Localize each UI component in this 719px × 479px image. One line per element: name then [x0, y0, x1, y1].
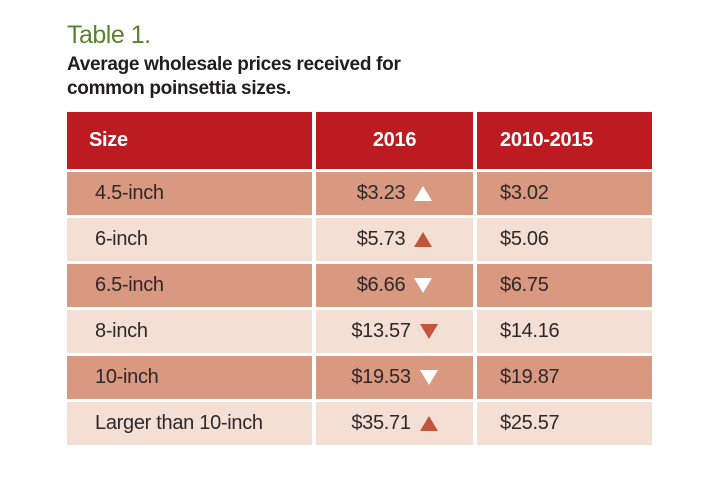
column-header-2010-2015: 2010-2015 [477, 112, 652, 169]
subtitle-line-2: common poinsettia sizes. [67, 78, 292, 99]
trend-up-icon [414, 232, 433, 247]
trend-up-icon [419, 416, 438, 431]
price-2016-cell: $3.23 [316, 172, 473, 215]
size-cell: Larger than 10-inch [67, 402, 312, 445]
table-row: 6-inch $5.73 $5.06 [67, 218, 652, 261]
price-2010-2015-cell: $19.87 [477, 356, 652, 399]
price-2016-cell: $19.53 [316, 356, 473, 399]
price-2016-value: $3.23 [356, 182, 406, 204]
price-2016-cell: $35.71 [316, 402, 473, 445]
price-2010-2015-cell: $3.02 [477, 172, 652, 215]
size-cell: 4.5-inch [67, 172, 312, 215]
trend-up-icon [414, 186, 433, 201]
size-cell: 10-inch [67, 356, 312, 399]
page-title: Table 1. [67, 21, 151, 49]
table-row: 10-inch $19.53 $19.87 [67, 356, 652, 399]
price-2016-value: $19.53 [351, 366, 411, 388]
price-2016-value: $13.57 [351, 320, 411, 342]
trend-down-icon [419, 370, 438, 385]
price-2010-2015-cell: $14.16 [477, 310, 652, 353]
subtitle-line-1: Average wholesale prices received for [67, 54, 401, 75]
table-header-row: Size 2016 2010-2015 [67, 112, 652, 169]
price-2016-cell: $6.66 [316, 264, 473, 307]
trend-down-icon [419, 324, 438, 339]
price-2016-value: $5.73 [356, 228, 406, 250]
price-2016-value: $6.66 [356, 274, 406, 296]
table-row: 6.5-inch $6.66 $6.75 [67, 264, 652, 307]
price-2016-cell: $13.57 [316, 310, 473, 353]
table-subtitle: Average wholesale prices received for com… [67, 53, 652, 101]
table-row: 8-inch $13.57 $14.16 [67, 310, 652, 353]
prices-table: Size 2016 2010-2015 4.5-inch $3.23 $3.02… [67, 112, 652, 445]
price-2016-value: $35.71 [351, 412, 411, 434]
figure: Table 1. Average wholesale prices receiv… [67, 22, 652, 448]
size-cell: 6.5-inch [67, 264, 312, 307]
price-2010-2015-cell: $6.75 [477, 264, 652, 307]
table-row: 4.5-inch $3.23 $3.02 [67, 172, 652, 215]
price-2010-2015-cell: $5.06 [477, 218, 652, 261]
size-cell: 6-inch [67, 218, 312, 261]
price-2016-cell: $5.73 [316, 218, 473, 261]
column-header-2016: 2016 [316, 112, 473, 169]
column-header-size: Size [67, 112, 312, 169]
trend-down-icon [414, 278, 433, 293]
size-cell: 8-inch [67, 310, 312, 353]
table-row: Larger than 10-inch $35.71 $25.57 [67, 402, 652, 445]
price-2010-2015-cell: $25.57 [477, 402, 652, 445]
